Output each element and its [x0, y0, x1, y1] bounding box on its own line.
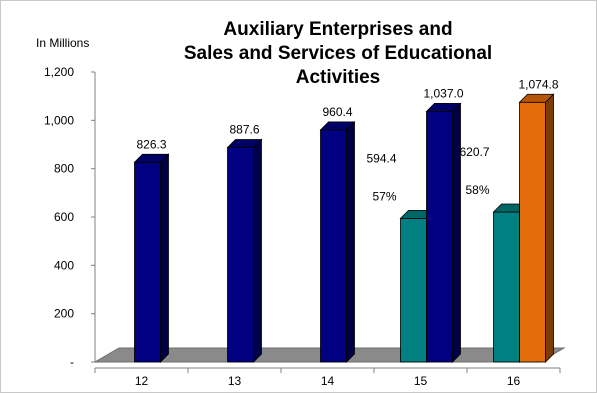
bars	[133, 93, 555, 363]
bar-front	[227, 147, 254, 363]
bar	[319, 120, 356, 363]
bar	[226, 138, 263, 363]
bar-side	[253, 138, 262, 363]
x-tick-label: 16	[507, 374, 521, 388]
bar-front	[519, 101, 546, 363]
x-tick-label: 13	[228, 374, 242, 388]
bar-top	[133, 153, 170, 163]
chart-title-line-2: Sales and Services of Educational	[184, 43, 492, 64]
data-label: 620.7	[459, 145, 489, 159]
y-unit-label: In Millions	[36, 36, 89, 50]
data-labels: 826.3 887.6 960.4 594.4 57% 1,037.0 620.7 58% 1,…	[136, 77, 558, 203]
bar-top	[319, 121, 356, 131]
data-label: 887.6	[229, 122, 259, 136]
bar	[518, 93, 555, 363]
chart-title-line-1: Auxiliary Enterprises and	[223, 19, 452, 40]
y-tick-label: -	[70, 355, 74, 369]
data-label: 826.3	[136, 137, 166, 151]
y-tick-label: 1,000	[44, 113, 74, 127]
bar-top	[226, 139, 263, 148]
x-tick-label: 14	[321, 374, 335, 388]
bar-side	[452, 102, 461, 363]
bar-side	[160, 153, 169, 363]
chart-title-line-3: Activities	[296, 67, 380, 88]
bar	[133, 153, 170, 363]
bar	[425, 102, 462, 363]
bar-front	[400, 217, 427, 363]
x-tick-label: 15	[414, 374, 428, 388]
bar-side	[346, 120, 355, 363]
data-label: 594.4	[366, 151, 396, 165]
data-label: 960.4	[322, 105, 352, 119]
y-tick-label: 1,200	[44, 65, 74, 79]
chart-title: Auxiliary Enterprises and Sales and Serv…	[184, 19, 492, 88]
y-tick-label: 800	[54, 162, 74, 176]
percent-label: 58%	[465, 183, 489, 197]
y-tick-label: 600	[54, 210, 74, 224]
bar-front	[493, 211, 520, 363]
bar-side	[545, 93, 554, 363]
bar-front	[320, 129, 347, 363]
axes: - 200 400 600 800 1,000 1,200 12 13 14 15 16	[44, 65, 561, 388]
data-label: 1,074.8	[518, 77, 558, 91]
y-tick-label: 400	[54, 258, 74, 272]
bar-front	[426, 110, 453, 363]
y-tick-label: 200	[54, 307, 74, 321]
data-label: 1,037.0	[423, 86, 463, 100]
bar-top	[518, 93, 555, 103]
bar-front	[134, 161, 161, 363]
x-tick-label: 12	[135, 374, 149, 388]
percent-label: 57%	[372, 189, 396, 203]
bar-top	[425, 102, 462, 112]
